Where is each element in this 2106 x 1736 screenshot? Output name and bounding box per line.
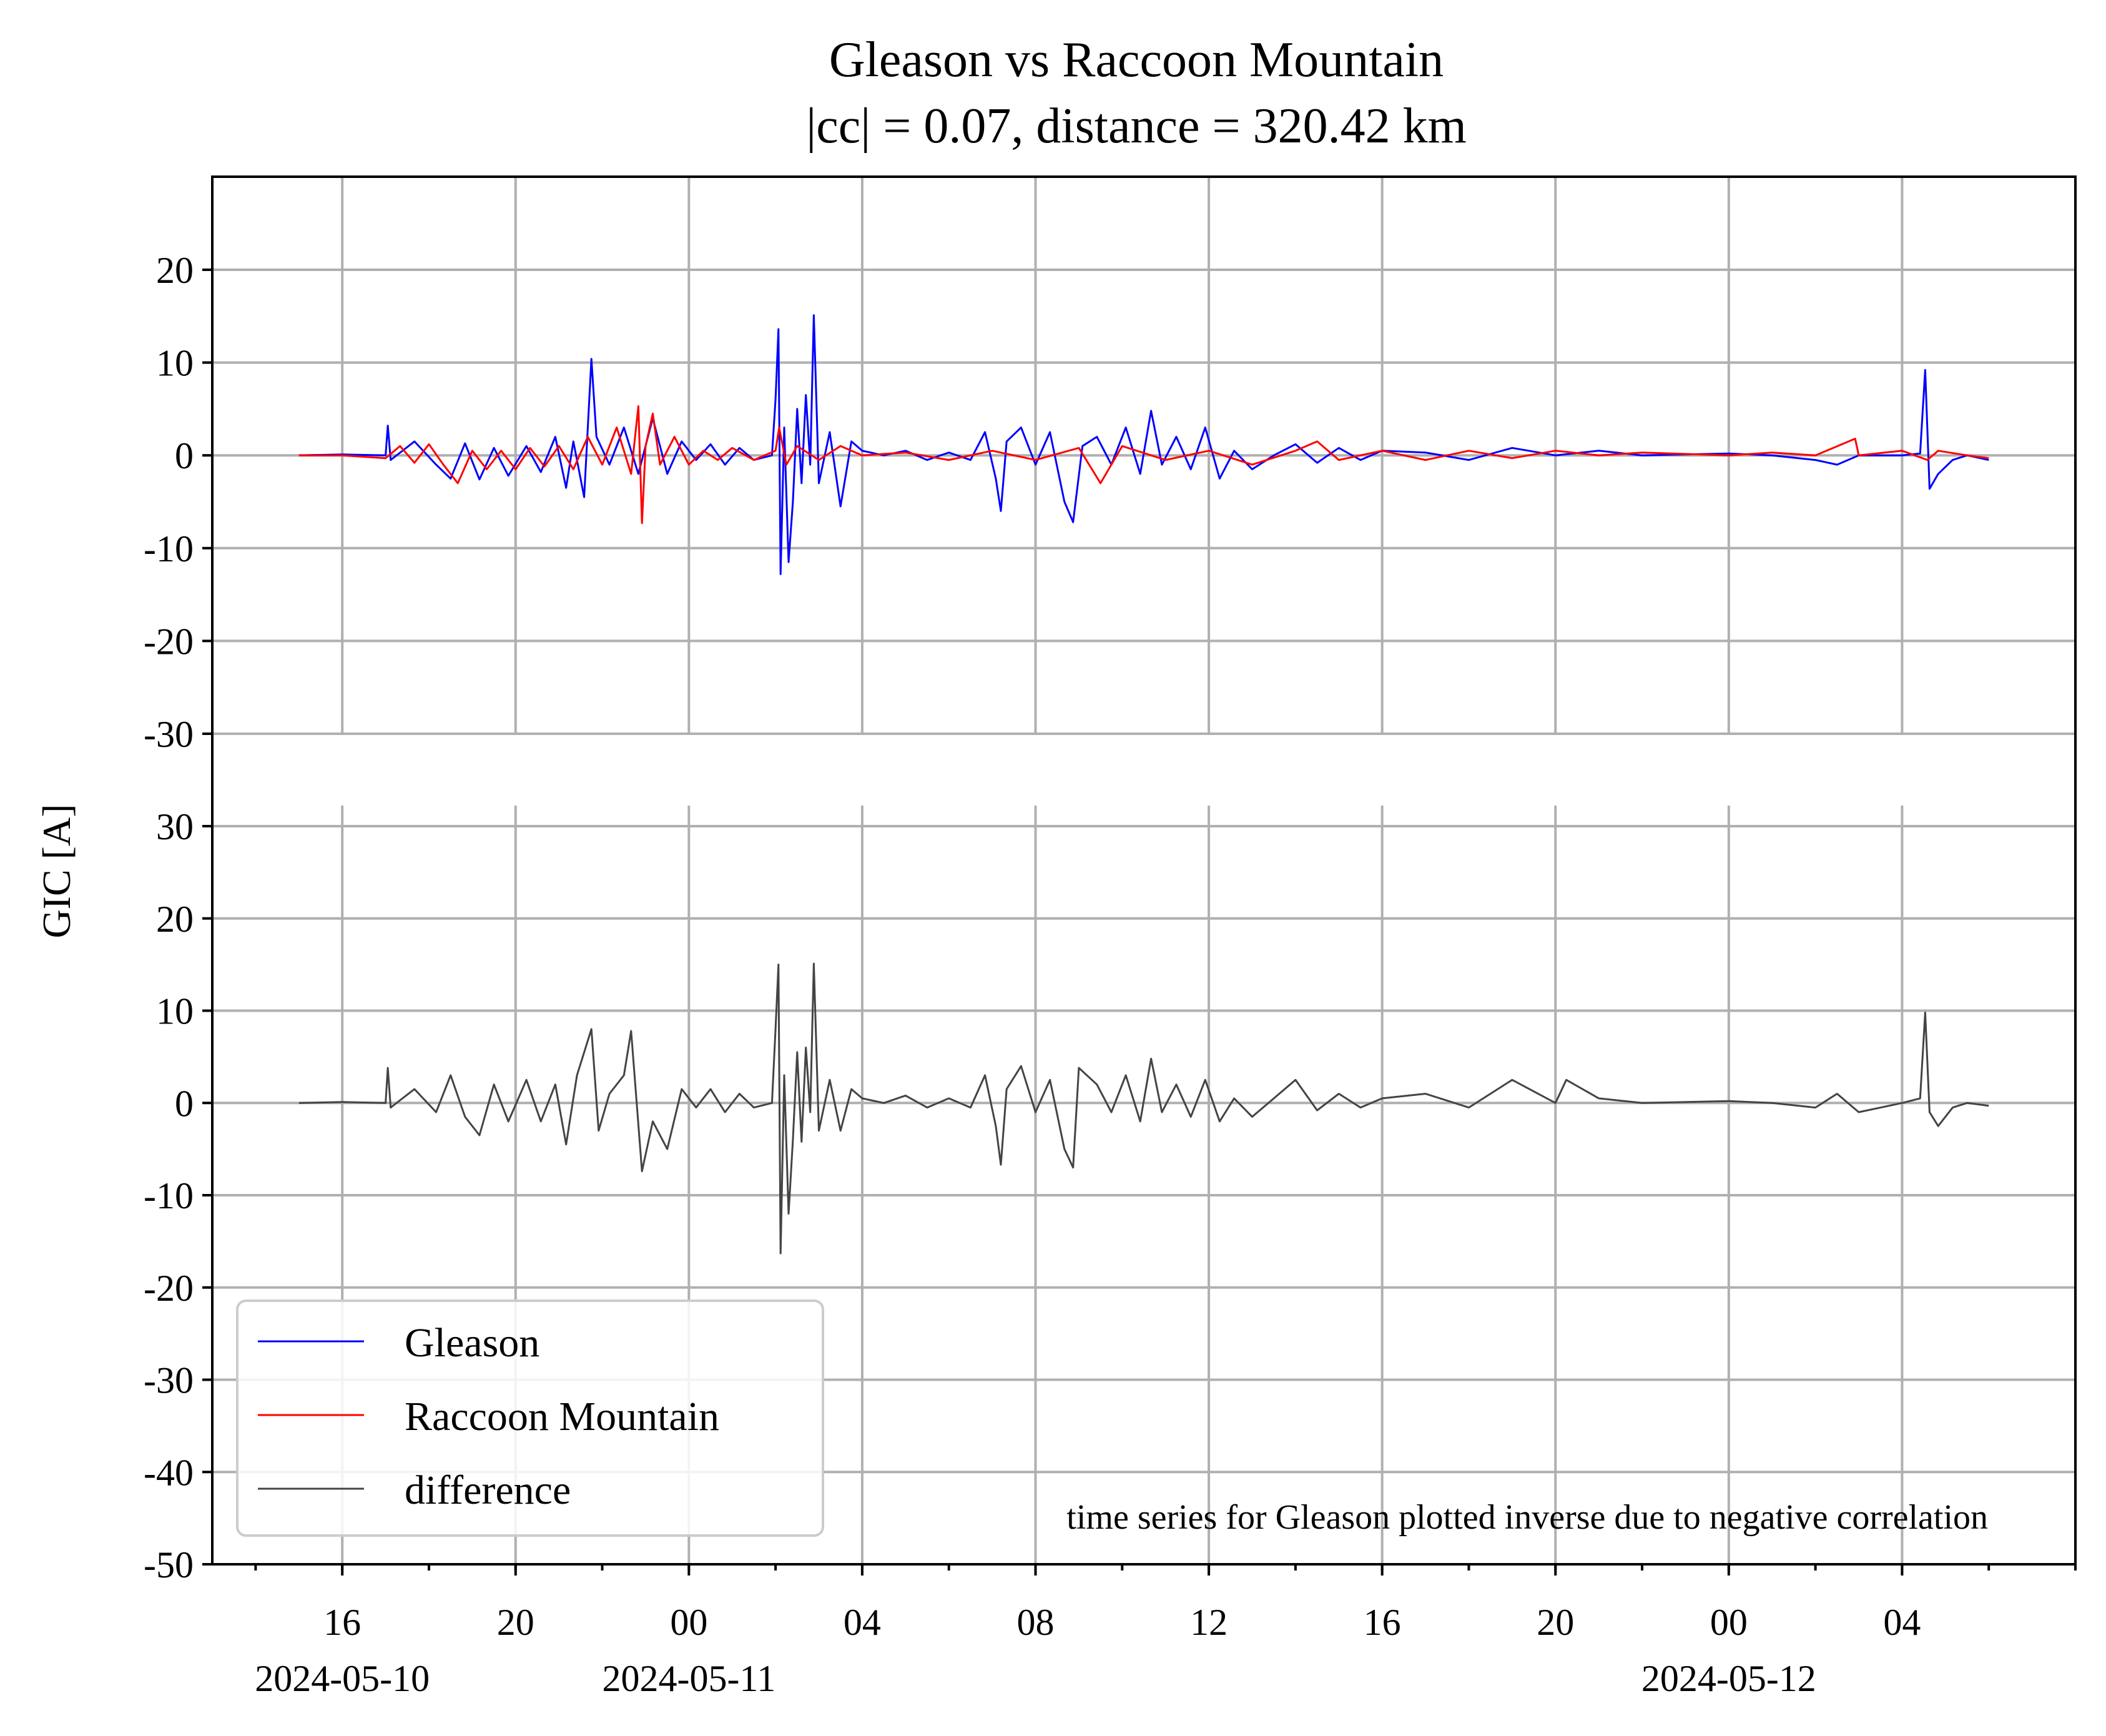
xtick-label-7: 20: [1537, 1602, 1574, 1643]
chart-title: Gleason vs Raccoon Mountain: [829, 32, 1444, 87]
top-ytick-label-3: -10: [144, 528, 194, 570]
x-axis-ticks: 16 2024-05-10 20 00 2024-05-11 04 08 12 16 20 00 20…: [254, 1564, 2077, 1699]
bot-ytick-label-7: -40: [144, 1452, 194, 1493]
legend-label-difference: difference: [405, 1467, 571, 1513]
legend: Gleason Raccoon Mountain difference: [236, 1300, 824, 1537]
bottom-series-group: [298, 962, 1989, 1255]
legend-label-raccoon-mountain: Raccoon Mountain: [405, 1394, 719, 1439]
xtick-label-5: 12: [1190, 1602, 1228, 1643]
bot-ytick-label-3: 0: [175, 1083, 194, 1124]
xtick-label-6: 16: [1364, 1602, 1401, 1643]
annotation-text: time series for Gleason plotted inverse …: [1066, 1498, 1988, 1537]
bot-ytick-label-1: 20: [156, 899, 194, 940]
axes-frame: [211, 175, 2077, 1566]
bot-ytick-label-0: 30: [156, 806, 194, 847]
bot-ytick-label-6: -30: [144, 1360, 194, 1401]
series-line-difference: [298, 962, 1989, 1255]
xtick-label-4: 08: [1017, 1602, 1055, 1643]
xtick-label-1: 20: [497, 1602, 534, 1643]
bottom-y-ticks: 30 20 10 0 -10 -20 -30 -40 -50: [144, 806, 212, 1586]
bot-ytick-label-5: -20: [144, 1268, 194, 1309]
bot-ytick-label-2: 10: [156, 991, 194, 1032]
legend-label-gleason: Gleason: [405, 1320, 539, 1366]
xtick-label-9: 04: [1883, 1602, 1921, 1643]
xtick-date-label-0: 2024-05-10: [255, 1658, 430, 1699]
top-y-ticks: 20 10 0 -10 -20 -30: [144, 250, 212, 755]
xtick-label-2: 00: [670, 1602, 707, 1643]
top-series-group: [298, 314, 1989, 575]
top-ytick-label-4: -20: [144, 621, 194, 662]
xtick-date-label-2: 2024-05-11: [602, 1658, 775, 1699]
series-line-raccoon-mountain: [298, 405, 1989, 525]
top-ytick-label-2: 0: [175, 435, 194, 476]
bot-ytick-label-4: -10: [144, 1175, 194, 1216]
y-axis-label: GIC [A]: [34, 804, 79, 938]
xtick-date-label-8: 2024-05-12: [1641, 1658, 1816, 1699]
top-ytick-label-0: 20: [156, 250, 194, 291]
bot-ytick-label-8: -50: [144, 1544, 194, 1586]
legend-box: [236, 1300, 824, 1537]
top-panel: 20 10 0 -10 -20 -30: [144, 177, 2075, 755]
xtick-label-8: 00: [1710, 1602, 1748, 1643]
xtick-label-3: 04: [844, 1602, 881, 1643]
top-ytick-label-5: -30: [144, 714, 194, 755]
xtick-label-0: 16: [323, 1602, 361, 1643]
chart-subtitle: |cc| = 0.07, distance = 320.42 km: [806, 99, 1467, 154]
top-ytick-label-1: 10: [156, 343, 194, 384]
